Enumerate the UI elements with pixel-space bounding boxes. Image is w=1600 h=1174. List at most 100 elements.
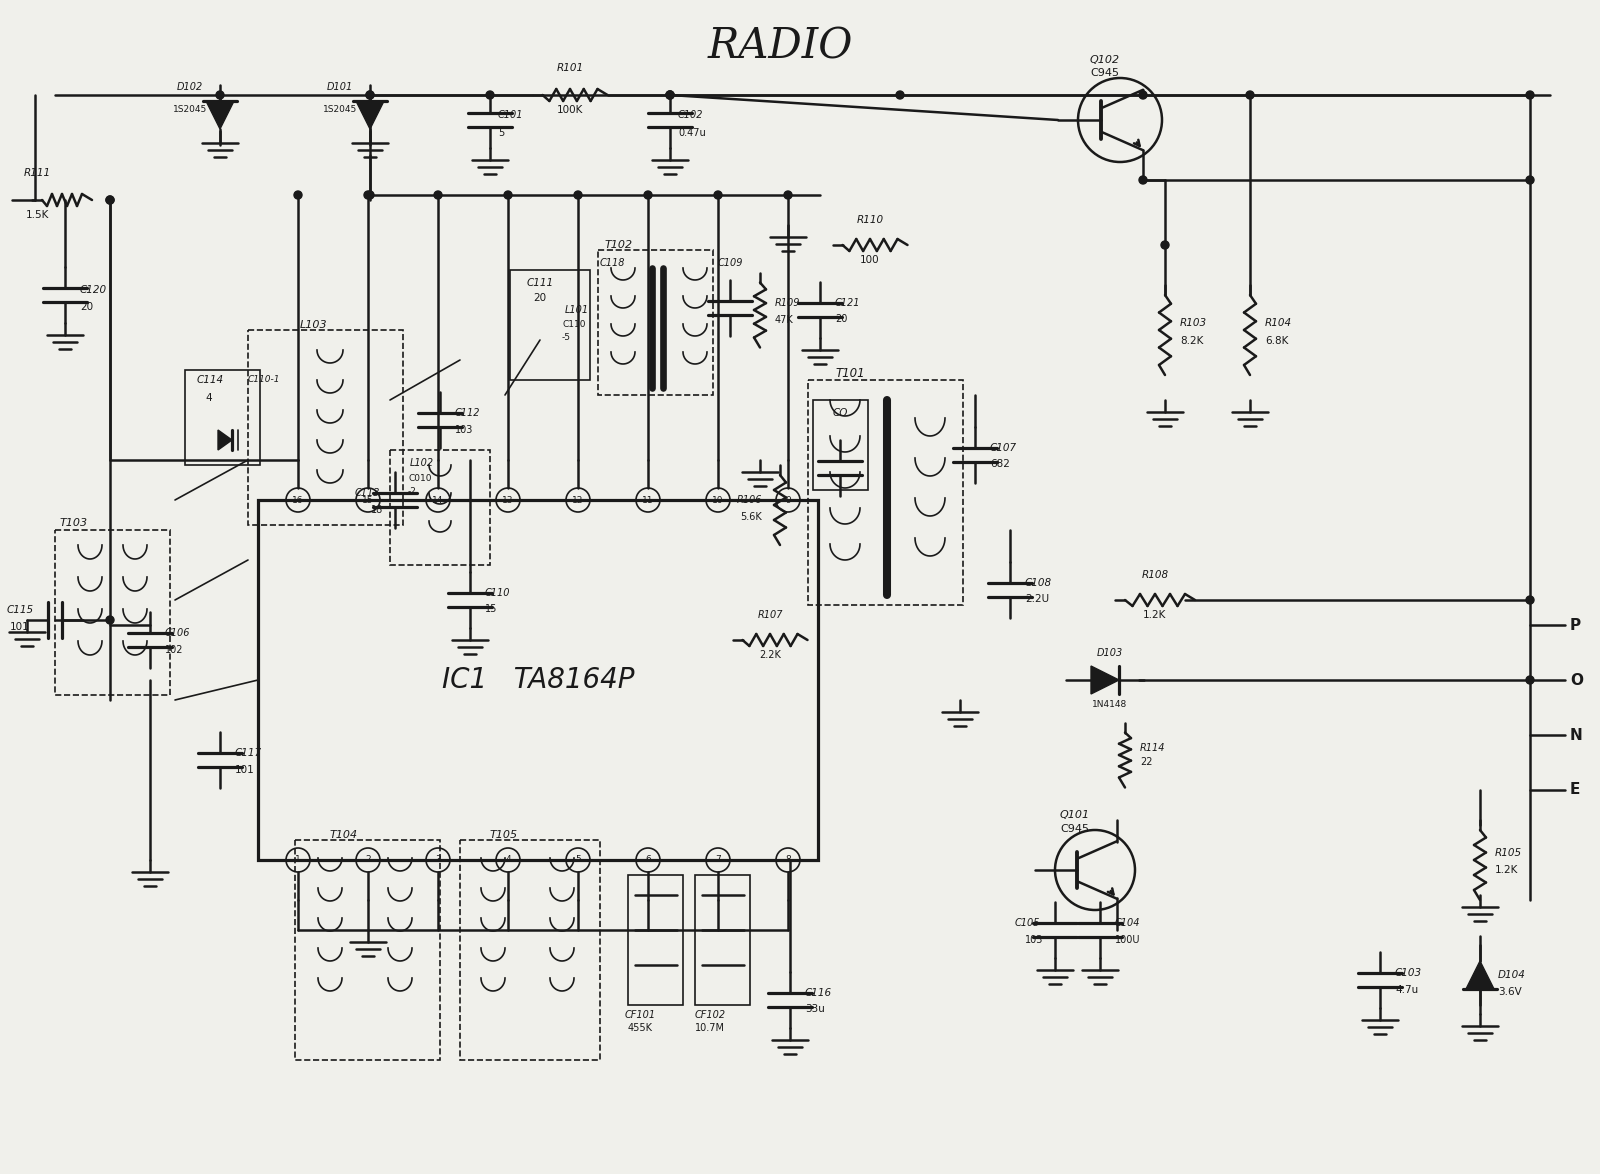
Circle shape: [1139, 176, 1147, 184]
Text: T105: T105: [490, 830, 518, 841]
Circle shape: [366, 92, 374, 99]
Bar: [54, 529, 170, 695]
Text: 682: 682: [990, 459, 1010, 468]
Text: 10: 10: [712, 495, 723, 505]
Circle shape: [1139, 92, 1147, 99]
Text: R111: R111: [24, 168, 51, 178]
Bar: [248, 330, 403, 525]
Text: 1.2K: 1.2K: [1494, 865, 1518, 875]
Text: L102: L102: [410, 458, 434, 468]
Text: D102: D102: [178, 82, 203, 92]
Text: IC1   TA8164P: IC1 TA8164P: [442, 666, 634, 694]
Text: D103: D103: [1098, 648, 1123, 657]
Text: C110-1: C110-1: [248, 375, 280, 384]
Circle shape: [434, 191, 442, 200]
Text: C105: C105: [1014, 918, 1040, 927]
Text: N: N: [1570, 728, 1582, 742]
Text: 1.5K: 1.5K: [26, 210, 48, 220]
Text: -2: -2: [408, 487, 418, 495]
Circle shape: [714, 191, 722, 200]
Text: R106: R106: [736, 495, 762, 505]
Text: 100: 100: [861, 255, 880, 265]
Bar: [598, 250, 714, 394]
Text: C120: C120: [80, 285, 107, 295]
Circle shape: [486, 92, 494, 99]
Text: 3.6V: 3.6V: [1498, 987, 1522, 997]
Text: CF102: CF102: [694, 1010, 725, 1020]
Circle shape: [666, 92, 674, 99]
Text: C117: C117: [235, 748, 262, 758]
Text: C103: C103: [1395, 969, 1422, 978]
Bar: [390, 450, 490, 565]
Text: -5: -5: [562, 333, 571, 342]
Text: 8.2K: 8.2K: [1181, 336, 1203, 346]
Text: C945: C945: [1091, 68, 1120, 77]
Circle shape: [666, 92, 674, 99]
Text: C106: C106: [165, 628, 190, 637]
Text: C113: C113: [355, 488, 381, 498]
Text: R114: R114: [1139, 743, 1165, 753]
Text: 1S2045: 1S2045: [323, 104, 357, 114]
Text: C107: C107: [990, 443, 1018, 453]
Polygon shape: [1466, 962, 1494, 989]
Text: C101: C101: [498, 110, 523, 120]
Text: O: O: [1570, 673, 1582, 688]
Text: 5: 5: [498, 128, 504, 139]
Text: L101: L101: [565, 305, 589, 315]
Text: E: E: [1570, 783, 1581, 797]
Text: 8: 8: [786, 856, 790, 864]
Text: 1S2045: 1S2045: [173, 104, 206, 114]
Circle shape: [106, 196, 114, 204]
Bar: [294, 841, 440, 1060]
Text: P: P: [1570, 618, 1581, 633]
Text: R105: R105: [1494, 848, 1522, 858]
Text: RADIO: RADIO: [707, 25, 853, 67]
Text: 7: 7: [715, 856, 722, 864]
Text: 455K: 455K: [627, 1023, 653, 1033]
Text: D104: D104: [1498, 970, 1526, 980]
Text: 0.47u: 0.47u: [678, 128, 706, 139]
Circle shape: [106, 196, 114, 204]
Text: C115: C115: [6, 605, 34, 615]
Text: 1N4148: 1N4148: [1093, 700, 1128, 709]
Bar: [510, 270, 590, 380]
Bar: [808, 380, 963, 605]
Text: 4.7u: 4.7u: [1395, 985, 1418, 996]
Text: C104: C104: [1115, 918, 1141, 927]
Circle shape: [1526, 92, 1534, 99]
Text: 102: 102: [165, 645, 184, 655]
Text: 10.7M: 10.7M: [694, 1023, 725, 1033]
Circle shape: [784, 191, 792, 200]
Circle shape: [574, 191, 582, 200]
Text: 33u: 33u: [805, 1004, 826, 1014]
Circle shape: [366, 92, 374, 99]
Text: C112: C112: [454, 409, 480, 418]
Bar: [186, 370, 261, 465]
Text: 1: 1: [294, 856, 301, 864]
Text: 103: 103: [454, 425, 474, 436]
Text: T103: T103: [61, 518, 88, 528]
Text: C116: C116: [805, 989, 832, 998]
Text: Q101: Q101: [1059, 810, 1090, 819]
Text: C109: C109: [718, 258, 744, 268]
Text: R101: R101: [557, 63, 584, 73]
Bar: [258, 500, 818, 861]
Circle shape: [294, 191, 302, 200]
Text: R110: R110: [856, 215, 883, 225]
Text: 2.2K: 2.2K: [758, 650, 781, 660]
Text: 6: 6: [645, 856, 651, 864]
Text: T101: T101: [835, 367, 864, 380]
Text: 100K: 100K: [557, 104, 582, 115]
Text: C111: C111: [526, 278, 554, 288]
Text: 100U: 100U: [1115, 935, 1141, 945]
Text: C118: C118: [600, 258, 626, 268]
Text: 2: 2: [365, 856, 371, 864]
Circle shape: [1526, 176, 1534, 184]
Circle shape: [666, 92, 674, 99]
Text: 4: 4: [506, 856, 510, 864]
Text: 20: 20: [80, 302, 93, 312]
Text: Q102: Q102: [1090, 55, 1120, 65]
Circle shape: [216, 92, 224, 99]
Text: R107: R107: [757, 610, 782, 620]
Text: 16: 16: [293, 495, 304, 505]
